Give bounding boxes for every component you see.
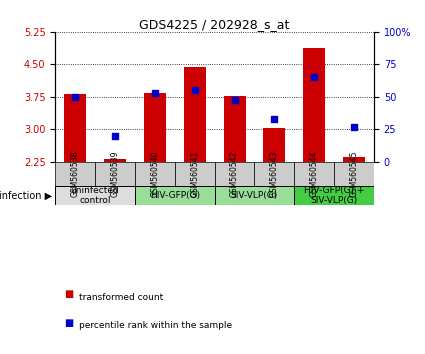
Text: percentile rank within the sample: percentile rank within the sample [79, 321, 232, 330]
FancyBboxPatch shape [334, 162, 374, 186]
FancyBboxPatch shape [175, 162, 215, 186]
Text: GSM560543: GSM560543 [270, 151, 279, 197]
Point [351, 124, 357, 130]
Text: SIV-VLP(G): SIV-VLP(G) [231, 191, 278, 200]
Title: GDS4225 / 202928_s_at: GDS4225 / 202928_s_at [139, 18, 290, 31]
FancyBboxPatch shape [294, 162, 334, 186]
Text: GSM560539: GSM560539 [110, 151, 119, 197]
Text: uninfected
control: uninfected control [71, 186, 119, 205]
Text: transformed count: transformed count [79, 293, 163, 302]
Bar [343, 157, 365, 162]
Point [112, 133, 119, 139]
Text: ■: ■ [64, 289, 73, 299]
Bar [144, 93, 166, 162]
FancyBboxPatch shape [294, 186, 374, 205]
Point [191, 87, 198, 93]
FancyBboxPatch shape [135, 162, 175, 186]
FancyBboxPatch shape [255, 162, 294, 186]
Point [151, 90, 158, 96]
Bar [64, 94, 86, 162]
Text: GSM560541: GSM560541 [190, 151, 199, 197]
Point [311, 75, 317, 80]
Bar [224, 96, 246, 162]
Text: HIV-GFP(G) +
SIV-VLP(G): HIV-GFP(G) + SIV-VLP(G) [304, 186, 364, 205]
Text: GSM560544: GSM560544 [310, 151, 319, 197]
Bar [303, 48, 325, 162]
FancyBboxPatch shape [135, 186, 215, 205]
Point [271, 116, 278, 122]
Point [231, 97, 238, 102]
FancyBboxPatch shape [95, 162, 135, 186]
Text: GSM560542: GSM560542 [230, 151, 239, 197]
Text: GSM560538: GSM560538 [71, 151, 79, 197]
Text: HIV-GFP(G): HIV-GFP(G) [150, 191, 200, 200]
Bar [184, 67, 206, 162]
Bar [264, 128, 285, 162]
Text: ■: ■ [64, 318, 73, 328]
Text: GSM560540: GSM560540 [150, 151, 159, 197]
FancyBboxPatch shape [215, 186, 294, 205]
Text: GSM560545: GSM560545 [350, 151, 359, 197]
Text: infection ▶: infection ▶ [0, 190, 52, 201]
FancyBboxPatch shape [55, 162, 95, 186]
FancyBboxPatch shape [215, 162, 255, 186]
Bar [104, 159, 126, 162]
FancyBboxPatch shape [55, 186, 135, 205]
Point [72, 94, 79, 100]
